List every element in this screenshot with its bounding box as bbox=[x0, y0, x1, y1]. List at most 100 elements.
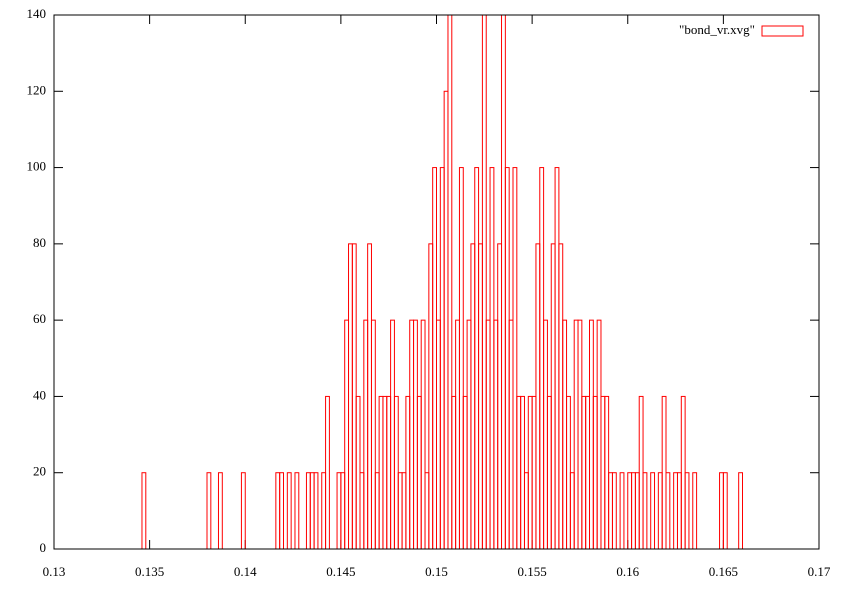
bar bbox=[275, 472, 281, 550]
bar bbox=[367, 243, 372, 550]
bar bbox=[676, 472, 682, 550]
x-tick-label: 0.15 bbox=[425, 564, 448, 579]
y-tick-label: 80 bbox=[33, 235, 46, 250]
bar bbox=[374, 472, 380, 550]
bar bbox=[286, 472, 292, 550]
bar bbox=[141, 472, 147, 550]
bar bbox=[497, 243, 503, 550]
bar bbox=[562, 319, 568, 550]
bar bbox=[466, 319, 472, 550]
bar bbox=[608, 472, 613, 550]
bar bbox=[348, 243, 353, 550]
bar bbox=[313, 472, 319, 550]
bar bbox=[485, 319, 491, 550]
bar bbox=[516, 395, 522, 550]
bar bbox=[305, 472, 311, 550]
y-tick-label: 60 bbox=[33, 311, 46, 326]
bar bbox=[340, 472, 346, 550]
x-tick-label: 0.16 bbox=[616, 564, 639, 579]
bar bbox=[405, 395, 411, 550]
bar bbox=[520, 395, 525, 550]
bar bbox=[600, 395, 606, 550]
bar bbox=[321, 472, 327, 550]
bar bbox=[680, 395, 686, 550]
bar bbox=[420, 319, 426, 550]
bar bbox=[279, 472, 284, 550]
bar bbox=[638, 395, 644, 550]
bar bbox=[650, 472, 656, 550]
bar bbox=[489, 167, 495, 550]
x-tick-label: 0.145 bbox=[326, 564, 355, 579]
bar bbox=[436, 319, 441, 550]
bar bbox=[627, 472, 633, 550]
y-tick-label: 40 bbox=[33, 387, 46, 402]
x-tick-label: 0.155 bbox=[518, 564, 547, 579]
bar bbox=[409, 319, 415, 550]
bar bbox=[386, 395, 392, 550]
y-tick-label: 120 bbox=[27, 82, 47, 97]
bar bbox=[393, 395, 399, 550]
bar bbox=[543, 319, 548, 550]
bar bbox=[455, 319, 460, 550]
bar bbox=[363, 319, 369, 550]
bar bbox=[355, 395, 361, 550]
bar bbox=[382, 395, 388, 550]
y-tick-label: 20 bbox=[33, 464, 46, 479]
bar bbox=[351, 243, 357, 550]
bar bbox=[573, 319, 579, 550]
bar bbox=[217, 472, 223, 550]
x-tick-label: 0.13 bbox=[43, 564, 66, 579]
y-tick-label: 0 bbox=[40, 540, 47, 555]
bar bbox=[439, 167, 445, 550]
x-tick-label: 0.14 bbox=[234, 564, 257, 579]
bar bbox=[539, 167, 545, 550]
bar bbox=[401, 472, 407, 550]
bar bbox=[604, 395, 610, 550]
bar bbox=[493, 319, 499, 550]
bar bbox=[504, 167, 510, 550]
legend-swatch bbox=[761, 25, 804, 37]
bar bbox=[206, 472, 212, 550]
bar bbox=[432, 167, 437, 550]
bar bbox=[665, 472, 671, 550]
bar bbox=[634, 472, 640, 550]
bar bbox=[589, 319, 594, 550]
bar bbox=[569, 472, 575, 550]
bar bbox=[294, 472, 300, 550]
bar bbox=[523, 472, 529, 550]
bar bbox=[722, 472, 728, 550]
bar bbox=[585, 395, 590, 550]
bar bbox=[458, 167, 464, 550]
bar bbox=[631, 472, 636, 550]
bar bbox=[566, 395, 571, 550]
bar bbox=[462, 395, 468, 550]
bar bbox=[527, 395, 533, 550]
bar bbox=[611, 472, 617, 550]
bar bbox=[531, 395, 537, 550]
bar bbox=[309, 472, 315, 550]
bar bbox=[344, 319, 350, 550]
bar bbox=[359, 472, 365, 550]
bar bbox=[619, 472, 625, 550]
bar bbox=[474, 167, 480, 550]
bar bbox=[719, 472, 724, 550]
bar bbox=[451, 395, 457, 550]
bar bbox=[325, 395, 330, 550]
bar bbox=[370, 319, 376, 550]
bar bbox=[684, 472, 690, 550]
bar bbox=[481, 14, 487, 550]
bar bbox=[554, 167, 560, 550]
bar bbox=[501, 14, 506, 550]
bar bbox=[692, 472, 698, 550]
bar bbox=[550, 243, 556, 550]
bar bbox=[577, 319, 583, 550]
legend-label: "bond_vr.xvg" bbox=[679, 22, 755, 37]
y-tick-label: 100 bbox=[27, 159, 47, 174]
bar bbox=[546, 395, 552, 550]
bar bbox=[738, 472, 743, 550]
bar bbox=[397, 472, 403, 550]
bar bbox=[478, 243, 483, 550]
bar bbox=[581, 395, 587, 550]
plot-frame bbox=[53, 14, 820, 550]
bar bbox=[558, 243, 564, 550]
